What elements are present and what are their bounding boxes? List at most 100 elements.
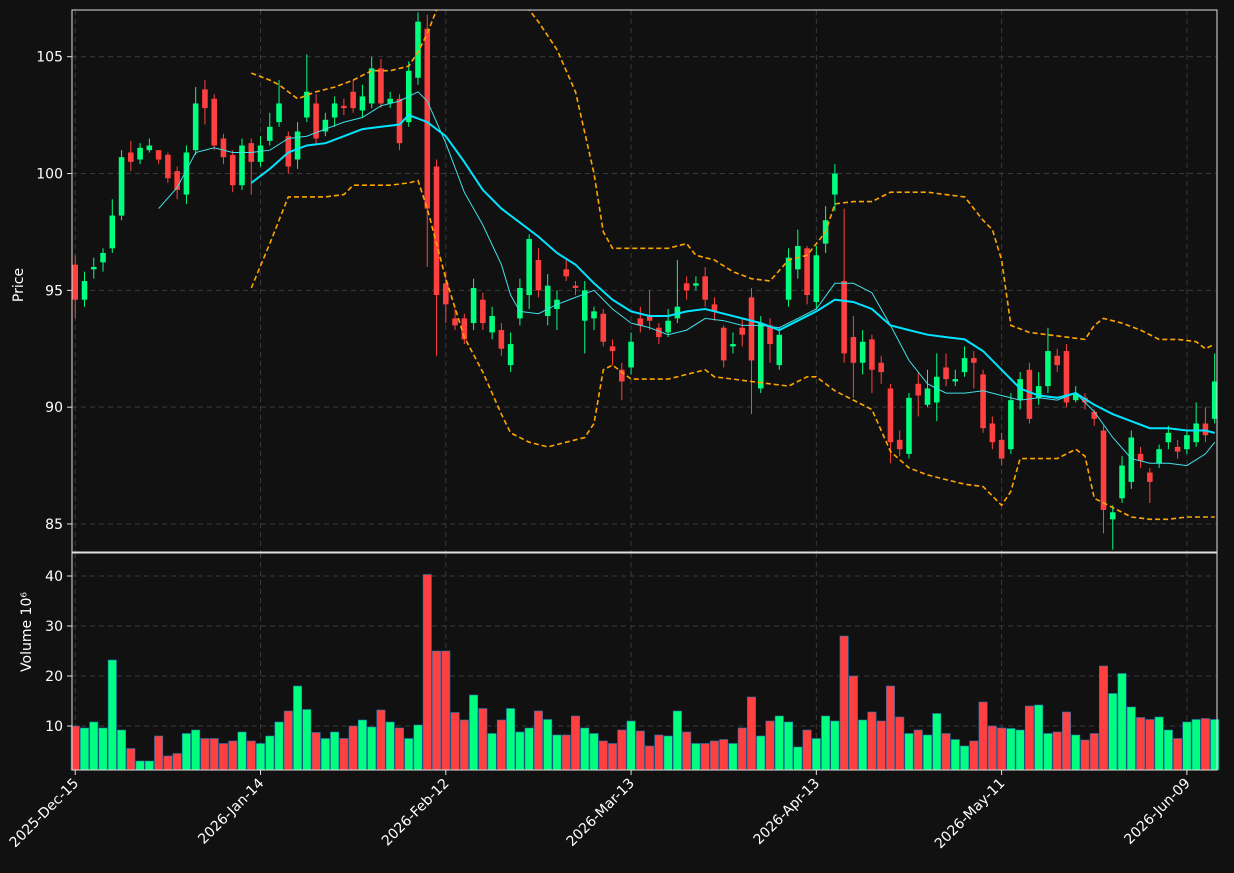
volume-bar [339, 738, 349, 771]
volume-bar [1024, 705, 1034, 771]
candle-body [915, 383, 922, 396]
candle-body [646, 316, 653, 321]
volume-bar [1015, 729, 1025, 771]
volume-bar [413, 724, 423, 771]
volume-bar [432, 650, 441, 771]
volume-bar [672, 710, 682, 771]
volume-bar [533, 710, 543, 771]
volume-bar [561, 734, 571, 771]
candle-body [878, 362, 884, 373]
volume-bar [737, 727, 747, 771]
candle-body [813, 255, 820, 303]
volume-bar [784, 721, 794, 771]
volume-bar [1182, 721, 1192, 771]
volume-bar [487, 733, 497, 771]
volume-bar [1071, 734, 1081, 771]
candle-body [776, 334, 783, 366]
volume-bar [385, 721, 395, 771]
candle-body [600, 313, 607, 342]
volume-bar [515, 731, 525, 771]
volume-bar [997, 727, 1007, 771]
candle-body [452, 318, 458, 326]
volume-bar [1126, 706, 1136, 771]
volume-bar [885, 685, 895, 771]
candle-body [1091, 411, 1098, 419]
candle-body [739, 327, 746, 335]
candle-body [470, 288, 477, 324]
volume-bar [682, 731, 692, 771]
volume-bar [172, 753, 182, 771]
candle-body [804, 248, 810, 296]
volume-bar [987, 725, 997, 771]
volume-bar [1163, 729, 1173, 771]
volume-bar [459, 719, 469, 771]
volume-bar [237, 731, 247, 771]
volume-bar [617, 729, 627, 771]
candle-body [1063, 351, 1070, 403]
y-tick-label: 95 [45, 283, 63, 299]
candle-body [285, 136, 292, 167]
volume-bar [89, 721, 99, 771]
candle-body [952, 379, 959, 382]
candle-body [137, 147, 143, 160]
candle-body [1035, 386, 1042, 398]
candle-body [202, 89, 208, 109]
candle-body [378, 68, 384, 104]
volume-bar [978, 701, 988, 771]
volume-bar [191, 729, 201, 771]
volume-bar [376, 709, 386, 771]
volume-bar [858, 719, 868, 771]
volume-bar [969, 740, 979, 771]
volume-bar [117, 729, 127, 771]
candle-body [859, 341, 866, 363]
volume-bar [1043, 733, 1053, 771]
volume-bar [441, 650, 451, 771]
candle-body [424, 28, 431, 209]
volume-bar [126, 748, 136, 771]
candle-body [183, 152, 190, 195]
candle-body [489, 316, 495, 333]
candle-body [507, 344, 514, 366]
volume-bar [663, 735, 673, 771]
candle-body [1045, 351, 1051, 387]
candle-body [665, 320, 671, 333]
volume-bar [422, 574, 432, 771]
volume-bar [1080, 739, 1090, 771]
volume-bar [1089, 733, 1099, 771]
candle-body [1008, 400, 1014, 450]
volume-bar [700, 743, 710, 771]
candle-body [461, 318, 468, 340]
volume-bar [1210, 719, 1220, 771]
candle-body [961, 358, 968, 373]
volume-bar [941, 733, 951, 771]
volume-bar [765, 720, 775, 771]
candle-body [433, 166, 440, 296]
candle-body [887, 388, 894, 443]
candle-body [748, 297, 755, 361]
candle-body [304, 91, 310, 118]
volume-bar [320, 738, 330, 771]
candle-body [1147, 472, 1153, 482]
volume-bar [107, 659, 117, 771]
candle-body [989, 423, 996, 443]
volume-bar [571, 715, 580, 771]
candle-body [72, 264, 79, 300]
volume-bar [302, 709, 312, 771]
candle-body [1110, 512, 1116, 520]
candle-body [869, 339, 875, 370]
candle-body [396, 98, 403, 144]
candle-body [1026, 369, 1033, 419]
volume-bar [719, 739, 729, 771]
candle-body [1202, 423, 1209, 436]
candle-body [174, 171, 180, 190]
candle-body [980, 374, 986, 429]
candle-body [1017, 379, 1023, 401]
candle-body [730, 344, 736, 347]
candle-body [683, 283, 690, 291]
candle-body [90, 266, 97, 270]
volume-bar [135, 760, 145, 771]
volume-bar [645, 745, 655, 771]
volume-bar [691, 743, 701, 771]
candle-body [387, 98, 393, 104]
